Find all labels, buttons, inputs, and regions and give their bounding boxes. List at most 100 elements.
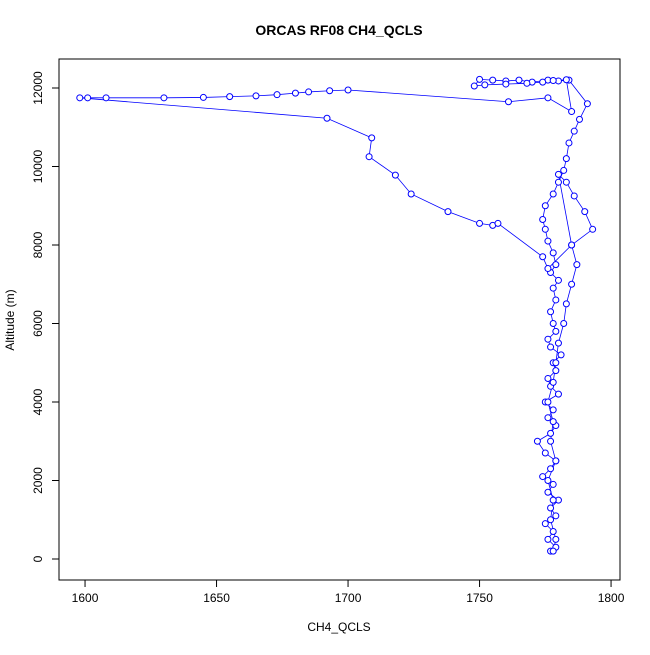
data-point	[547, 343, 555, 351]
x-axis-label: CH4_QCLS	[307, 620, 370, 634]
data-point	[552, 512, 560, 520]
y-tick-label: 12000	[31, 71, 45, 105]
data-point	[549, 547, 557, 555]
data-point	[573, 261, 581, 269]
data-point	[407, 190, 415, 198]
data-point	[562, 76, 570, 84]
y-tick-label: 6000	[31, 310, 45, 337]
data-point	[252, 92, 260, 100]
data-point	[544, 237, 552, 245]
data-point	[557, 351, 565, 359]
data-point	[344, 86, 352, 94]
data-point	[552, 367, 560, 375]
data-point	[523, 79, 531, 87]
data-point	[547, 429, 555, 437]
data-point	[539, 473, 547, 481]
data-point	[562, 155, 570, 163]
data-point	[273, 91, 281, 99]
data-point	[554, 390, 562, 398]
data-point	[562, 178, 570, 186]
y-tick-label: 0	[31, 555, 45, 562]
data-point	[470, 82, 478, 90]
data-point	[291, 89, 299, 97]
data-point	[494, 219, 502, 227]
x-tick-label: 1700	[335, 591, 362, 605]
data-point	[583, 100, 591, 108]
data-point	[575, 115, 583, 123]
data-point	[481, 81, 489, 89]
y-tick-label: 4000	[31, 388, 45, 415]
data-point	[444, 208, 452, 216]
data-point	[549, 496, 557, 504]
data-point	[502, 80, 510, 88]
data-point	[544, 398, 552, 406]
data-point	[552, 359, 560, 367]
data-point	[539, 78, 547, 86]
plot-box	[58, 58, 621, 581]
data-point	[323, 114, 331, 122]
data-point	[560, 320, 568, 328]
data-line	[79, 78, 594, 552]
data-point	[547, 465, 555, 473]
data-point	[368, 134, 376, 142]
data-point	[549, 406, 557, 414]
data-point	[539, 215, 547, 223]
data-point	[549, 480, 557, 488]
data-point	[102, 94, 110, 102]
data-point	[541, 520, 549, 528]
data-point	[544, 488, 552, 496]
data-point	[476, 219, 484, 227]
x-tick-label: 1750	[466, 591, 493, 605]
data-point	[539, 253, 547, 261]
data-point	[544, 535, 552, 543]
data-point	[226, 93, 234, 101]
x-tick-label: 1650	[203, 591, 230, 605]
data-point	[544, 477, 552, 485]
data-point	[544, 414, 552, 422]
data-point	[562, 300, 570, 308]
data-point	[552, 457, 560, 465]
data-point	[549, 249, 557, 257]
data-point	[549, 190, 557, 198]
data-point	[568, 241, 576, 249]
data-point	[581, 208, 589, 216]
data-point	[489, 76, 497, 84]
data-point	[552, 296, 560, 304]
data-point	[552, 535, 560, 543]
x-tick-label: 1800	[598, 591, 625, 605]
data-point	[549, 378, 557, 386]
y-axis-label: Altitude (m)	[3, 289, 17, 350]
data-point	[552, 327, 560, 335]
chart-title: ORCAS RF08 CH4_QCLS	[255, 22, 422, 38]
data-point	[544, 374, 552, 382]
data-point	[365, 153, 373, 161]
data-point	[570, 192, 578, 200]
data-point	[541, 449, 549, 457]
data-point	[544, 335, 552, 343]
data-point	[549, 418, 557, 426]
data-point	[547, 437, 555, 445]
data-point	[544, 265, 552, 273]
data-point	[391, 171, 399, 179]
y-tick-label: 10000	[31, 149, 45, 183]
data-point	[549, 528, 557, 536]
data-point	[589, 225, 597, 233]
data-point	[541, 225, 549, 233]
data-point	[541, 202, 549, 210]
data-point	[568, 280, 576, 288]
y-tick-label: 2000	[31, 467, 45, 494]
data-point	[565, 139, 573, 147]
data-point	[326, 87, 334, 95]
data-point	[547, 308, 555, 316]
data-point	[504, 98, 512, 106]
data-point	[549, 77, 557, 85]
data-point	[476, 75, 484, 83]
data-point	[549, 284, 557, 292]
data-point	[554, 178, 562, 186]
data-point	[547, 516, 555, 524]
data-point	[199, 93, 207, 101]
data-point	[76, 94, 84, 102]
x-tick-label: 1600	[72, 591, 99, 605]
data-point	[552, 261, 560, 269]
